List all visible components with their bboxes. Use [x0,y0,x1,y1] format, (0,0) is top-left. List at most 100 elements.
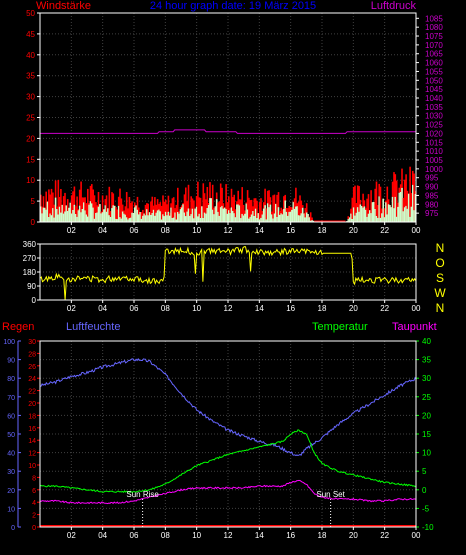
wind-avg-bar [116,219,119,222]
wind-avg-bar [76,216,78,222]
wind-gust-bar [197,181,199,222]
wind-ytick-label-0: 0 [31,218,36,227]
wind-gust-bar [131,201,133,222]
wind-xtick-label-08: 08 [161,226,170,235]
humidity-ytick-label-70: 70 [7,395,15,402]
wind-avg-bar [257,213,260,222]
wind-gust-bar [64,192,66,222]
wind-avg-bar [394,196,397,222]
temp-ytick-label-15: 15 [422,430,431,439]
wind-avg-bar [89,201,92,222]
wind-avg-bar [397,206,399,222]
wind-gust-bar [366,198,368,222]
wind-avg-bar [197,216,199,222]
wind-avg-bar [382,198,384,222]
rain-axis-title: Regen [2,321,34,333]
wind-gust-bar [370,190,372,222]
wind-avg-bar [369,210,371,222]
wind-xtick-label-00: 00 [412,226,421,235]
wind-avg-bar [100,213,102,222]
wind-avg-bar [99,204,101,222]
wind-avg-bar [74,214,77,222]
wind-avg-bar [140,218,143,222]
wind-gust-bar [66,199,69,222]
wind-avg-bar [378,196,380,222]
pressure-ytick-label-990: 990 [425,183,439,192]
wind-gust-bar [241,187,243,222]
wind-avg-bar [215,199,218,222]
wind-gust-bar [72,191,74,222]
climate-xtick-label-20: 20 [349,531,358,540]
temperature-line [39,429,417,494]
dir-xtick-label-14: 14 [255,304,264,313]
wind-xtick-label-06: 06 [130,226,139,235]
humidity-line [39,358,417,457]
pressure-ytick-label-1060: 1060 [425,59,443,68]
rain-ytick-label-24: 24 [28,376,36,383]
wind-avg-bar [168,215,171,222]
wind-gust-bar [101,195,104,222]
wind-avg-bar [358,211,360,222]
pressure-axis-title: Luftdruck [371,0,417,12]
sun-annotation-0: Sun Rise [126,490,159,499]
wind-avg-bar [406,208,409,222]
wind-avg-bar [73,204,76,222]
wind-gust-bar [127,208,129,222]
wind-avg-bar [187,208,190,222]
wind-xtick-label-10: 10 [192,226,201,235]
wind-avg-bar [178,213,180,222]
wind-avg-bar [109,217,112,222]
wind-gust-bar [160,205,163,222]
temp-ytick-label-10: 10 [422,449,431,458]
wind-avg-bar [356,207,359,222]
wind-avg-bar [97,206,100,222]
humidity-ytick-label-10: 10 [7,506,15,513]
dewpoint-axis-title: Taupunkt [392,321,437,333]
wind-gust-bar [130,202,132,222]
wind-gust-bar [119,188,121,222]
wind-avg-bar [54,197,57,222]
wind-avg-bar [281,214,284,222]
humidity-ytick-label-90: 90 [7,358,15,365]
dir-xtick-label-00: 00 [412,304,421,313]
wind-gust-bar [211,184,214,222]
wind-gust-bar [246,190,249,222]
wind-avg-bar [171,218,174,222]
wind-avg-bar [48,217,50,222]
wind-gust-bar [108,186,111,222]
wind-avg-bar [287,215,289,222]
wind-avg-bar [266,203,269,222]
wind-gust-bar [193,200,195,222]
wind-gust-bar [111,192,113,222]
wind-avg-bar [288,211,290,222]
wind-ytick-label-50: 50 [26,9,35,18]
pressure-ytick-label-1085: 1085 [425,14,443,23]
wind-ytick-label-20: 20 [26,134,35,143]
wind-avg-bar [202,218,205,222]
wind-avg-bar [312,220,315,222]
wind-avg-bar [299,215,301,222]
wind-gust-bar [221,187,223,222]
dir-plot-frame [39,243,417,301]
wind-axis-title: Windstärke [36,0,91,12]
pressure-ytick-label-1045: 1045 [425,85,443,94]
wind-gust-bar [405,174,407,222]
wind-avg-bar [131,212,133,222]
wind-avg-bar [308,217,311,222]
wind-gust-bar [49,194,51,222]
wind-ytick-label-15: 15 [26,155,35,164]
wind-avg-bar [269,204,272,222]
dir-xtick-label-06: 06 [130,304,139,313]
wind-avg-bar [222,208,225,222]
humidity-ytick-label-20: 20 [7,488,15,495]
wind-gust-bar [299,195,301,222]
wind-avg-bar [193,218,195,222]
wind-gust-bar [356,185,359,222]
wind-avg-bar [172,217,175,222]
wind-gust-bar [80,181,82,222]
wind-gust-bar [242,204,245,222]
wind-avg-bar [276,217,278,222]
pressure-ytick-label-1065: 1065 [425,50,443,59]
climate-xtick-label-06: 06 [130,531,139,540]
